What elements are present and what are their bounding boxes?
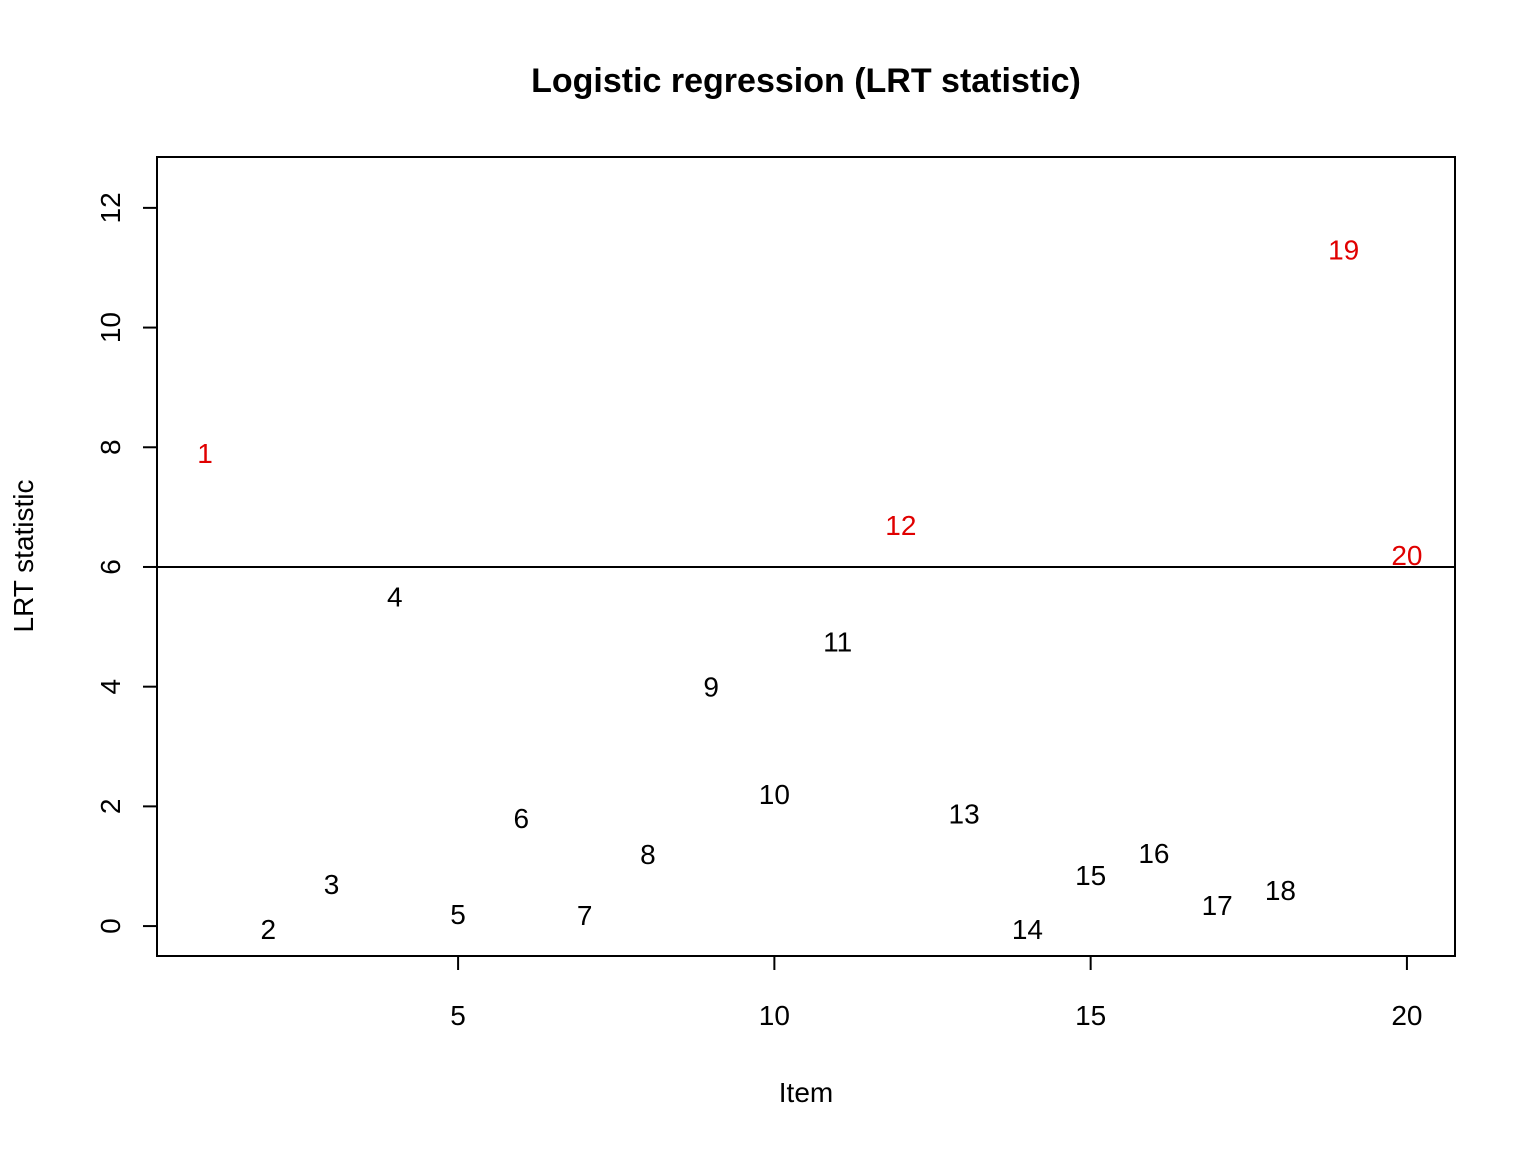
y-tick-label: 0 bbox=[95, 918, 126, 934]
y-tick-label: 6 bbox=[95, 559, 126, 575]
point-label-item-3: 3 bbox=[324, 869, 340, 900]
x-axis: 5 10 15 20 bbox=[450, 956, 1423, 1031]
point-label-item-11: 11 bbox=[823, 627, 852, 658]
y-tick-label: 8 bbox=[95, 439, 126, 455]
point-label-item-5: 5 bbox=[450, 899, 466, 930]
y-axis-label: LRT statistic bbox=[8, 479, 39, 632]
chart-title: Logistic regression (LRT statistic) bbox=[531, 62, 1081, 100]
point-label-item-17: 17 bbox=[1202, 890, 1233, 921]
point-label-item-15: 15 bbox=[1075, 860, 1106, 891]
y-tick-label: 2 bbox=[95, 799, 126, 815]
point-label-item-20: 20 bbox=[1391, 540, 1422, 571]
point-label-item-10: 10 bbox=[759, 779, 790, 810]
x-axis-label: Item bbox=[779, 1077, 833, 1108]
point-label-item-2: 2 bbox=[261, 914, 277, 945]
point-label-item-12: 12 bbox=[885, 510, 916, 541]
point-label-item-8: 8 bbox=[640, 839, 656, 870]
point-label-item-4: 4 bbox=[387, 582, 403, 613]
y-axis: 0 2 4 6 8 10 12 bbox=[95, 192, 157, 934]
x-tick-label: 10 bbox=[759, 1000, 790, 1031]
plot-frame bbox=[156, 156, 1456, 957]
x-tick-label: 15 bbox=[1075, 1000, 1106, 1031]
y-tick-label: 12 bbox=[95, 192, 126, 223]
point-label-item-6: 6 bbox=[514, 803, 530, 834]
point-label-item-1: 1 bbox=[197, 438, 213, 469]
x-tick-label: 5 bbox=[450, 1000, 466, 1031]
point-label-item-13: 13 bbox=[949, 798, 980, 829]
y-tick-label: 10 bbox=[95, 312, 126, 343]
point-label-item-9: 9 bbox=[703, 671, 719, 702]
point-label-item-16: 16 bbox=[1138, 838, 1169, 869]
point-label-item-7: 7 bbox=[577, 900, 593, 931]
point-label-item-19: 19 bbox=[1328, 235, 1359, 266]
point-label-item-18: 18 bbox=[1265, 875, 1296, 906]
y-tick-label: 4 bbox=[95, 679, 126, 695]
x-tick-label: 20 bbox=[1391, 1000, 1422, 1031]
point-label-item-14: 14 bbox=[1012, 914, 1043, 945]
